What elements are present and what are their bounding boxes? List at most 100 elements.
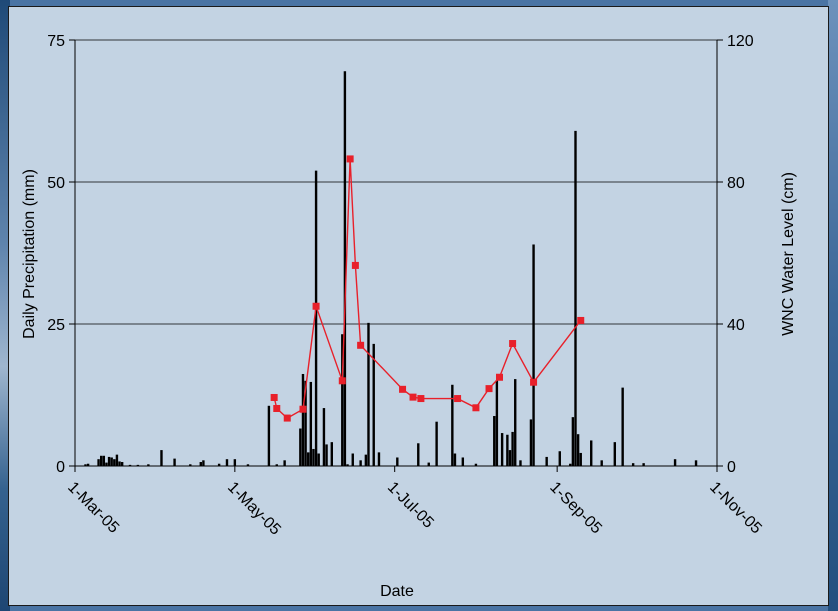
precip-bar: [600, 460, 603, 466]
precip-bar: [107, 456, 111, 466]
precip-bar: [574, 130, 577, 466]
precip-bar: [160, 450, 163, 466]
precip-bar: [579, 452, 582, 466]
precip-bar: [118, 461, 121, 466]
precip-bar: [372, 343, 375, 466]
water-level-point: [577, 316, 585, 324]
precip-bar: [100, 455, 103, 466]
water-level-point: [351, 261, 359, 269]
precip-bar: [621, 387, 624, 466]
tick-labels: 0 0 25 40 50 80 75 120 1-Mar-05 1-May-05 1-Jul-05 1…: [47, 33, 765, 539]
precip-bar: [495, 380, 499, 466]
precip-bar: [102, 455, 106, 466]
precip-bar: [113, 459, 116, 466]
chart-panel: [8, 6, 829, 606]
precip-bar: [569, 463, 572, 466]
x-tick-label: 1-Jul-05: [384, 479, 437, 532]
precip-bar: [322, 408, 326, 466]
water-level-point: [454, 395, 462, 403]
right-axis-title: WNC Water Level (cm): [780, 172, 797, 336]
grid-lines: [75, 39, 717, 325]
left-tick-label: 50: [47, 175, 65, 192]
water-level-point: [270, 393, 278, 401]
precip-bar: [325, 444, 328, 466]
precip-bar: [312, 448, 315, 466]
precipitation-bars: [84, 71, 698, 467]
precip-bar: [417, 443, 420, 466]
left-tick-label: 0: [56, 459, 65, 476]
water-level-point: [399, 385, 407, 393]
precip-bar: [613, 442, 617, 466]
precip-bar: [367, 322, 370, 466]
precip-bar: [115, 454, 119, 466]
precip-bar: [506, 434, 509, 466]
precip-bar: [343, 71, 347, 467]
water-level-point: [338, 377, 346, 385]
precip-bar: [500, 433, 504, 466]
water-level-point: [417, 395, 425, 403]
water-level-point: [409, 393, 417, 401]
precip-bar: [283, 460, 286, 466]
precip-bar: [330, 442, 333, 466]
precip-bar: [461, 457, 465, 466]
precip-bar: [545, 456, 548, 466]
water-level-point: [472, 404, 480, 412]
precip-bar: [317, 453, 320, 466]
background-frame-right: [828, 0, 838, 611]
precip-bar: [508, 450, 512, 466]
water-level-point: [283, 414, 291, 422]
precip-bar: [189, 464, 192, 466]
precip-bar: [377, 452, 381, 466]
precip-bar: [474, 463, 478, 466]
precip-bar: [519, 460, 522, 466]
background-frame-bottom: [0, 605, 838, 611]
precip-bar: [364, 454, 368, 466]
x-tick-label: 1-Nov-05: [706, 479, 765, 538]
precip-bar: [105, 462, 108, 466]
precip-bar: [694, 460, 698, 466]
precip-bar: [451, 384, 454, 466]
water-level-point: [299, 405, 307, 413]
precip-bar: [314, 170, 318, 466]
precip-bar: [558, 451, 561, 466]
left-axis-title: Daily Precipitation (mm): [21, 169, 38, 339]
water-level-point: [312, 302, 320, 310]
precip-bar: [453, 453, 457, 466]
precip-bar: [351, 453, 354, 466]
right-tick-label: 80: [727, 175, 745, 192]
precip-bar: [86, 463, 90, 466]
right-tick-label: 120: [727, 33, 754, 50]
precip-bar: [110, 457, 113, 466]
left-tick-label: 25: [47, 317, 65, 334]
precip-bar: [346, 464, 349, 466]
water-level-point: [509, 340, 517, 348]
x-tick-label: 1-Sep-05: [546, 479, 605, 538]
precip-bar: [631, 463, 635, 466]
x-axis-title: Date: [380, 583, 414, 600]
water-level-point: [485, 385, 493, 393]
precip-bar: [396, 457, 399, 466]
precip-bar: [642, 463, 645, 466]
precip-bar: [225, 459, 229, 466]
x-tick-label: 1-May-05: [224, 479, 284, 539]
precip-bar: [571, 417, 575, 466]
water-level-point: [346, 155, 354, 163]
x-tick-label: 1-Mar-05: [64, 479, 122, 537]
water-level-point: [496, 373, 504, 381]
background-frame-top: [0, 0, 838, 6]
precip-bar: [120, 462, 124, 466]
precip-bar: [128, 464, 132, 466]
precip-bar: [529, 419, 533, 466]
background-frame-left: [0, 0, 10, 611]
precip-bar: [136, 464, 140, 466]
precip-bar: [275, 464, 278, 466]
precip-bar: [532, 244, 535, 466]
precip-bar: [147, 464, 150, 466]
precip-bar: [514, 379, 517, 466]
precip-bar: [301, 373, 305, 466]
water-level-point: [273, 404, 281, 412]
precip-bar: [97, 459, 100, 466]
precip-bar: [309, 381, 313, 466]
